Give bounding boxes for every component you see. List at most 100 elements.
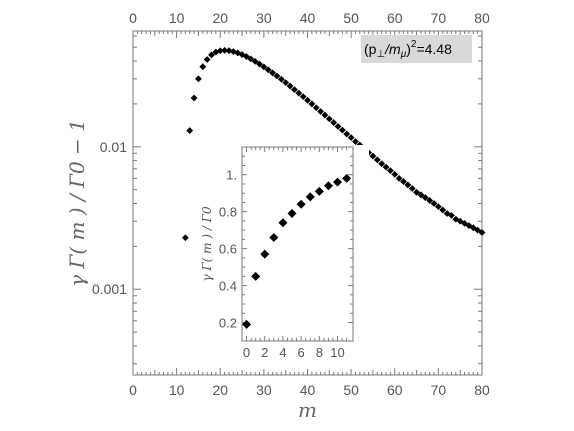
data-point — [404, 181, 412, 189]
inset-x-tick-label: 8 — [316, 345, 323, 360]
data-point — [343, 130, 351, 138]
data-point — [413, 188, 420, 196]
inset-x-tick-label: 0 — [243, 345, 250, 360]
data-point — [369, 152, 377, 160]
data-point — [325, 115, 333, 123]
x-tick-label-top: 70 — [431, 10, 447, 26]
data-point — [264, 66, 272, 74]
x-tick-label-top: 40 — [300, 10, 316, 26]
data-point — [448, 211, 455, 219]
inset-data-point — [296, 199, 306, 209]
data-point — [181, 234, 189, 242]
data-point — [273, 72, 281, 80]
inset-data-point — [323, 181, 333, 191]
x-tick-label: 70 — [431, 382, 447, 398]
annotation-sup: 2 — [411, 39, 417, 50]
inset-x-tick-label: 2 — [261, 345, 268, 360]
inset-data-point — [260, 249, 270, 259]
annotation-perp: ⊥ — [376, 49, 385, 60]
data-point — [321, 111, 329, 119]
parameter-annotation: (p⊥/mμ)2=4.48 — [361, 35, 472, 63]
inset-data-point — [305, 192, 315, 202]
inset-data-point — [251, 271, 261, 281]
inset-data-point — [333, 177, 343, 187]
inset-x-tick-label: 10 — [330, 345, 344, 360]
data-point — [339, 126, 346, 134]
data-point — [395, 174, 403, 182]
inset-y-tick-label: 0.4 — [219, 279, 237, 294]
data-point — [330, 119, 338, 126]
y-tick-label: 0.001 — [92, 281, 127, 297]
x-tick-label-top: 30 — [256, 10, 272, 26]
data-point — [421, 194, 429, 201]
data-point — [299, 93, 307, 101]
annotation-slash: /m — [384, 41, 401, 57]
inset-frame — [241, 146, 354, 342]
x-tick-label-top: 60 — [387, 10, 403, 26]
x-axis-title: m — [298, 398, 317, 422]
data-point — [203, 56, 211, 63]
data-point — [434, 203, 442, 211]
data-point — [251, 57, 259, 65]
x-tick-label-top: 0 — [129, 10, 137, 26]
data-point — [195, 75, 202, 83]
data-point — [408, 185, 416, 192]
main-chart: 00101020203030404050506060707080800.010.… — [65, 10, 490, 422]
annotation-text: (p⊥/mμ)2=4.48 — [364, 39, 452, 60]
data-point — [352, 138, 359, 145]
x-tick-label: 30 — [256, 382, 272, 398]
inset-data-point — [242, 319, 252, 329]
data-point — [221, 47, 229, 54]
y-axis-title: γ Γ( m ) / Γ0 − 1 — [65, 119, 89, 287]
y-tick-label: 0.01 — [100, 139, 127, 155]
data-point — [317, 108, 324, 115]
data-point — [190, 94, 198, 102]
data-point — [430, 200, 438, 207]
data-point — [456, 217, 464, 225]
data-point — [391, 171, 399, 178]
data-point — [291, 86, 298, 94]
inset-data-point — [314, 186, 324, 196]
x-tick-label: 20 — [212, 382, 228, 398]
inset-y-axis-title: γ Γ( m ) / Γ0 — [200, 206, 214, 282]
data-point — [208, 51, 215, 59]
inset-data-point — [269, 233, 279, 243]
x-tick-label: 40 — [300, 382, 316, 398]
x-tick-label-top: 20 — [212, 10, 228, 26]
data-point — [382, 163, 390, 171]
data-point — [334, 123, 342, 130]
data-point — [312, 104, 320, 112]
data-point — [417, 191, 425, 199]
data-point — [199, 63, 207, 71]
x-tick-label-top: 10 — [169, 10, 185, 26]
inset-chart: 0 2 4 6 8 10 0.2 0.4 0.6 0.8 1. γ Γ( m ) / Γ0 — [200, 145, 369, 369]
data-point — [247, 55, 255, 63]
annotation-sub: μ — [400, 49, 407, 60]
data-point — [234, 49, 242, 57]
data-point — [277, 75, 285, 83]
data-point — [269, 69, 276, 77]
inset-y-tick-label: 1. — [226, 168, 237, 183]
x-tick-label: 0 — [129, 382, 137, 398]
x-tick-label: 60 — [387, 382, 403, 398]
data-point — [225, 47, 233, 55]
data-point — [400, 178, 407, 185]
x-tick-label: 80 — [474, 382, 490, 398]
data-point — [478, 229, 486, 236]
data-point — [216, 47, 224, 55]
inset-y-tick-label: 0.2 — [219, 316, 237, 331]
data-point — [378, 160, 386, 168]
annotation-close: ) — [406, 41, 411, 57]
inset-y-tick-label: 0.6 — [219, 242, 237, 257]
inset-background — [230, 145, 369, 369]
inset-x-tick-label: 4 — [279, 345, 286, 360]
inset-data-point — [342, 173, 352, 183]
inset-data-point — [287, 209, 297, 219]
x-tick-label: 50 — [343, 382, 359, 398]
inset-y-tick-label: 0.8 — [219, 205, 237, 220]
inset-data-point — [278, 218, 288, 228]
data-point — [426, 197, 434, 204]
annotation-box — [361, 35, 472, 63]
data-point — [304, 96, 311, 104]
